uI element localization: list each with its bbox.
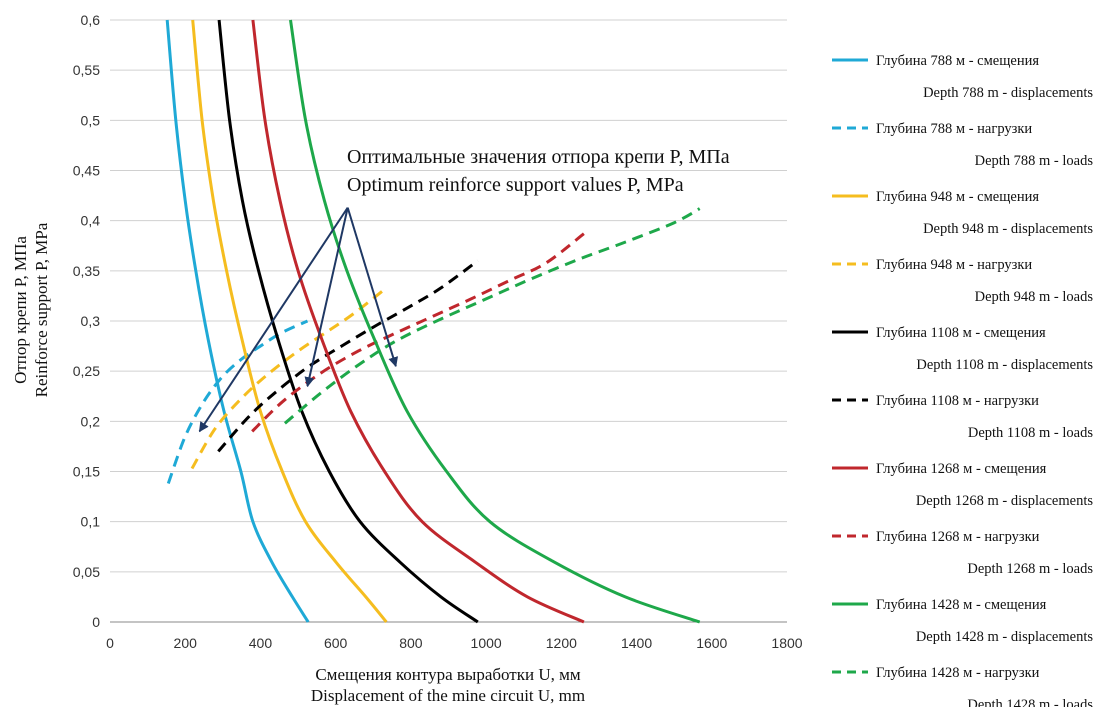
legend-label-ru-3: Глубина 948 м - нагрузки: [876, 257, 1032, 273]
legend-label-en-2: Depth 948 m - displacements: [923, 221, 1093, 237]
legend-label-ru-7: Глубина 1268 м - нагрузки: [876, 529, 1040, 545]
legend-label-ru-9: Глубина 1428 м - нагрузки: [876, 665, 1040, 681]
annotation-arrow-1: [304, 207, 349, 388]
y-tick-label: 0,1: [81, 514, 101, 530]
x-tick-label: 1400: [621, 635, 652, 651]
legend-label-en-8: Depth 1428 m - displacements: [916, 629, 1094, 645]
annotation-arrow-0: [198, 207, 349, 433]
legend: Глубина 788 м - смещения Depth 788 m - di…: [832, 53, 1093, 707]
legend-label-ru-0: Глубина 788 м - смещения: [876, 53, 1039, 69]
legend-label-ru-4: Глубина 1108 м - смещения: [876, 325, 1046, 341]
series-line-1-loads: [166, 319, 309, 485]
legend-label-en-5: Depth 1108 m - loads: [968, 425, 1093, 441]
x-tick-label: 1600: [696, 635, 727, 651]
x-tick-label: 400: [249, 635, 273, 651]
series-line-0-displacements: [165, 19, 310, 623]
y-tick-label: 0,55: [73, 62, 100, 78]
series-line-2-displacements: [191, 19, 388, 623]
legend-label-en-6: Depth 1268 m - displacements: [916, 493, 1094, 509]
series-line-7-loads: [251, 232, 585, 433]
y-axis-title-ru: Отпор крепи P, МПа: [11, 236, 30, 384]
gridlines: [110, 19, 787, 623]
y-tick-label: 0,6: [81, 12, 101, 28]
y-axis-title-en: Reinforce support P, MPa: [32, 222, 51, 397]
series-line-8-displacements: [289, 19, 701, 624]
legend-label-ru-5: Глубина 1108 м - нагрузки: [876, 393, 1039, 409]
y-tick-label: 0,5: [81, 112, 101, 128]
x-tick-label: 1200: [546, 635, 577, 651]
y-tick-label: 0,2: [81, 413, 101, 429]
legend-label-en-7: Depth 1268 m - loads: [967, 561, 1093, 577]
y-tick-label: 0,35: [73, 263, 100, 279]
y-tick-label: 0,15: [73, 464, 100, 480]
legend-label-en-4: Depth 1108 m - displacements: [916, 357, 1093, 373]
x-tick-label: 600: [324, 635, 348, 651]
y-tick-label: 0,4: [81, 213, 101, 229]
annotation-ru: Оптимальные значения отпора крепи P, МПа: [347, 146, 730, 168]
annotation-en: Optimum reinforce support values P, MPa: [347, 174, 684, 196]
x-axis-title-en: Displacement of the mine circuit U, mm: [311, 686, 585, 705]
x-tick-label: 1000: [471, 635, 502, 651]
x-tick-label: 0: [106, 635, 114, 651]
legend-label-ru-2: Глубина 948 м - смещения: [876, 189, 1039, 205]
annotation-arrow-2: [346, 207, 399, 368]
series-line-5-loads: [217, 259, 479, 453]
y-tick-label: 0,05: [73, 564, 100, 580]
legend-label-en-9: Depth 1428 m - loads: [967, 697, 1093, 707]
annotation-arrows: [198, 207, 399, 433]
y-tick-label: 0,25: [73, 363, 100, 379]
legend-label-en-1: Depth 788 m - loads: [975, 153, 1094, 169]
legend-label-en-0: Depth 788 m - displacements: [923, 85, 1093, 101]
series-line-9-loads: [283, 207, 701, 425]
series-line-3-loads: [190, 286, 388, 470]
series-line-6-displacements: [251, 19, 585, 624]
x-tick-label: 800: [399, 635, 423, 651]
plot-series: [165, 19, 701, 624]
legend-label-ru-6: Глубина 1268 м - смещения: [876, 461, 1047, 477]
y-tick-label: 0,45: [73, 163, 100, 179]
x-tick-label: 1800: [771, 635, 802, 651]
y-tick-label: 0: [92, 614, 100, 630]
legend-label-ru-8: Глубина 1428 м - смещения: [876, 597, 1047, 613]
x-tick-label: 200: [174, 635, 198, 651]
x-axis-ticks: 0 200 400 600 800 1000 1200 1400 1600 1800: [106, 635, 803, 651]
legend-label-ru-1: Глубина 788 м - нагрузки: [876, 121, 1032, 137]
y-tick-label: 0,3: [81, 313, 101, 329]
legend-label-en-3: Depth 948 m - loads: [975, 289, 1094, 305]
y-axis-ticks: 0 0,05 0,1 0,15 0,2 0,25 0,3 0,35 0,4 0,45 0,5 0,55…: [73, 12, 100, 630]
x-axis-title-ru: Смещения контура выработки U, мм: [315, 665, 581, 684]
